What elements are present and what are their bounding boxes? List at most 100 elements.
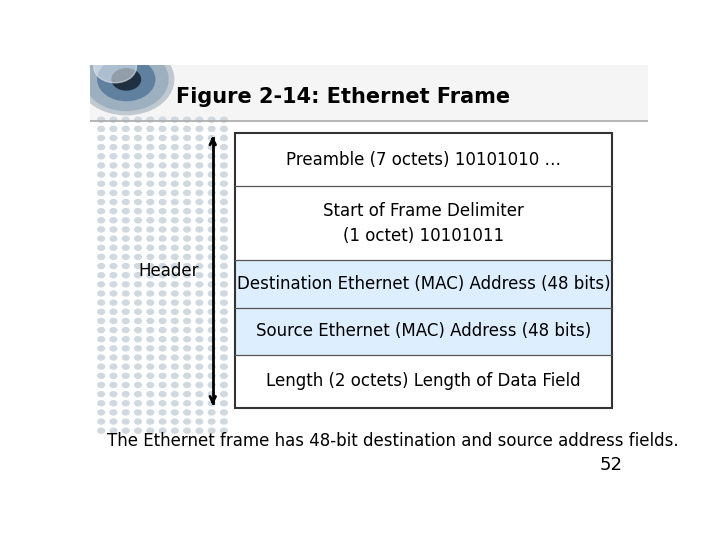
Circle shape — [208, 264, 215, 268]
Circle shape — [208, 199, 215, 205]
Circle shape — [171, 309, 178, 314]
Circle shape — [135, 300, 141, 305]
Circle shape — [147, 136, 153, 140]
Circle shape — [208, 382, 215, 388]
Circle shape — [184, 181, 190, 186]
Circle shape — [147, 419, 153, 424]
Circle shape — [171, 254, 178, 259]
Circle shape — [196, 227, 203, 232]
Circle shape — [159, 172, 166, 177]
Circle shape — [184, 300, 190, 305]
Circle shape — [135, 254, 141, 259]
Circle shape — [171, 264, 178, 268]
Circle shape — [208, 309, 215, 314]
Circle shape — [208, 181, 215, 186]
Circle shape — [110, 181, 117, 186]
Circle shape — [122, 382, 129, 388]
Circle shape — [110, 264, 117, 268]
Circle shape — [122, 191, 129, 195]
Circle shape — [122, 337, 129, 342]
Circle shape — [220, 172, 228, 177]
Circle shape — [208, 328, 215, 333]
Circle shape — [98, 117, 104, 122]
Circle shape — [110, 218, 117, 223]
Circle shape — [220, 191, 228, 195]
Circle shape — [220, 364, 228, 369]
Text: Header: Header — [138, 261, 199, 280]
Circle shape — [98, 236, 104, 241]
Circle shape — [208, 355, 215, 360]
Circle shape — [196, 145, 203, 150]
Bar — [235, 355, 612, 408]
Circle shape — [220, 117, 228, 122]
Circle shape — [110, 236, 117, 241]
Circle shape — [147, 300, 153, 305]
Circle shape — [135, 355, 141, 360]
Circle shape — [220, 273, 228, 278]
Circle shape — [196, 364, 203, 369]
Circle shape — [98, 364, 104, 369]
Circle shape — [171, 355, 178, 360]
Circle shape — [122, 136, 129, 140]
Circle shape — [171, 300, 178, 305]
Circle shape — [208, 191, 215, 195]
Circle shape — [122, 245, 129, 250]
Circle shape — [112, 69, 140, 90]
Circle shape — [135, 373, 141, 379]
Circle shape — [196, 273, 203, 278]
Circle shape — [196, 136, 203, 140]
Circle shape — [171, 364, 178, 369]
FancyBboxPatch shape — [90, 65, 648, 121]
Circle shape — [184, 254, 190, 259]
Circle shape — [110, 154, 117, 159]
Circle shape — [147, 154, 153, 159]
Circle shape — [196, 337, 203, 342]
Circle shape — [98, 154, 104, 159]
Circle shape — [171, 337, 178, 342]
Circle shape — [159, 291, 166, 296]
Circle shape — [220, 419, 228, 424]
Circle shape — [147, 392, 153, 396]
Circle shape — [220, 410, 228, 415]
Circle shape — [147, 245, 153, 250]
Circle shape — [98, 373, 104, 379]
Circle shape — [110, 126, 117, 131]
Circle shape — [184, 282, 190, 287]
Circle shape — [110, 163, 117, 168]
Circle shape — [196, 264, 203, 268]
Circle shape — [110, 208, 117, 214]
Circle shape — [110, 401, 117, 406]
Circle shape — [147, 126, 153, 131]
Circle shape — [184, 117, 190, 122]
Circle shape — [208, 218, 215, 223]
Circle shape — [196, 218, 203, 223]
Circle shape — [159, 236, 166, 241]
Circle shape — [110, 309, 117, 314]
Circle shape — [184, 218, 190, 223]
Circle shape — [98, 419, 104, 424]
Circle shape — [196, 373, 203, 379]
Circle shape — [98, 401, 104, 406]
Circle shape — [171, 319, 178, 323]
Circle shape — [159, 199, 166, 205]
Circle shape — [171, 392, 178, 396]
Circle shape — [135, 154, 141, 159]
Circle shape — [220, 337, 228, 342]
Circle shape — [110, 199, 117, 205]
Circle shape — [135, 328, 141, 333]
Circle shape — [135, 419, 141, 424]
Circle shape — [135, 145, 141, 150]
Circle shape — [208, 254, 215, 259]
Circle shape — [110, 364, 117, 369]
Circle shape — [135, 319, 141, 323]
Circle shape — [135, 392, 141, 396]
Circle shape — [98, 382, 104, 388]
Circle shape — [135, 245, 141, 250]
Circle shape — [208, 428, 215, 433]
Circle shape — [208, 245, 215, 250]
Circle shape — [159, 410, 166, 415]
Circle shape — [220, 181, 228, 186]
Circle shape — [122, 208, 129, 214]
Bar — [235, 133, 612, 186]
Circle shape — [220, 264, 228, 268]
